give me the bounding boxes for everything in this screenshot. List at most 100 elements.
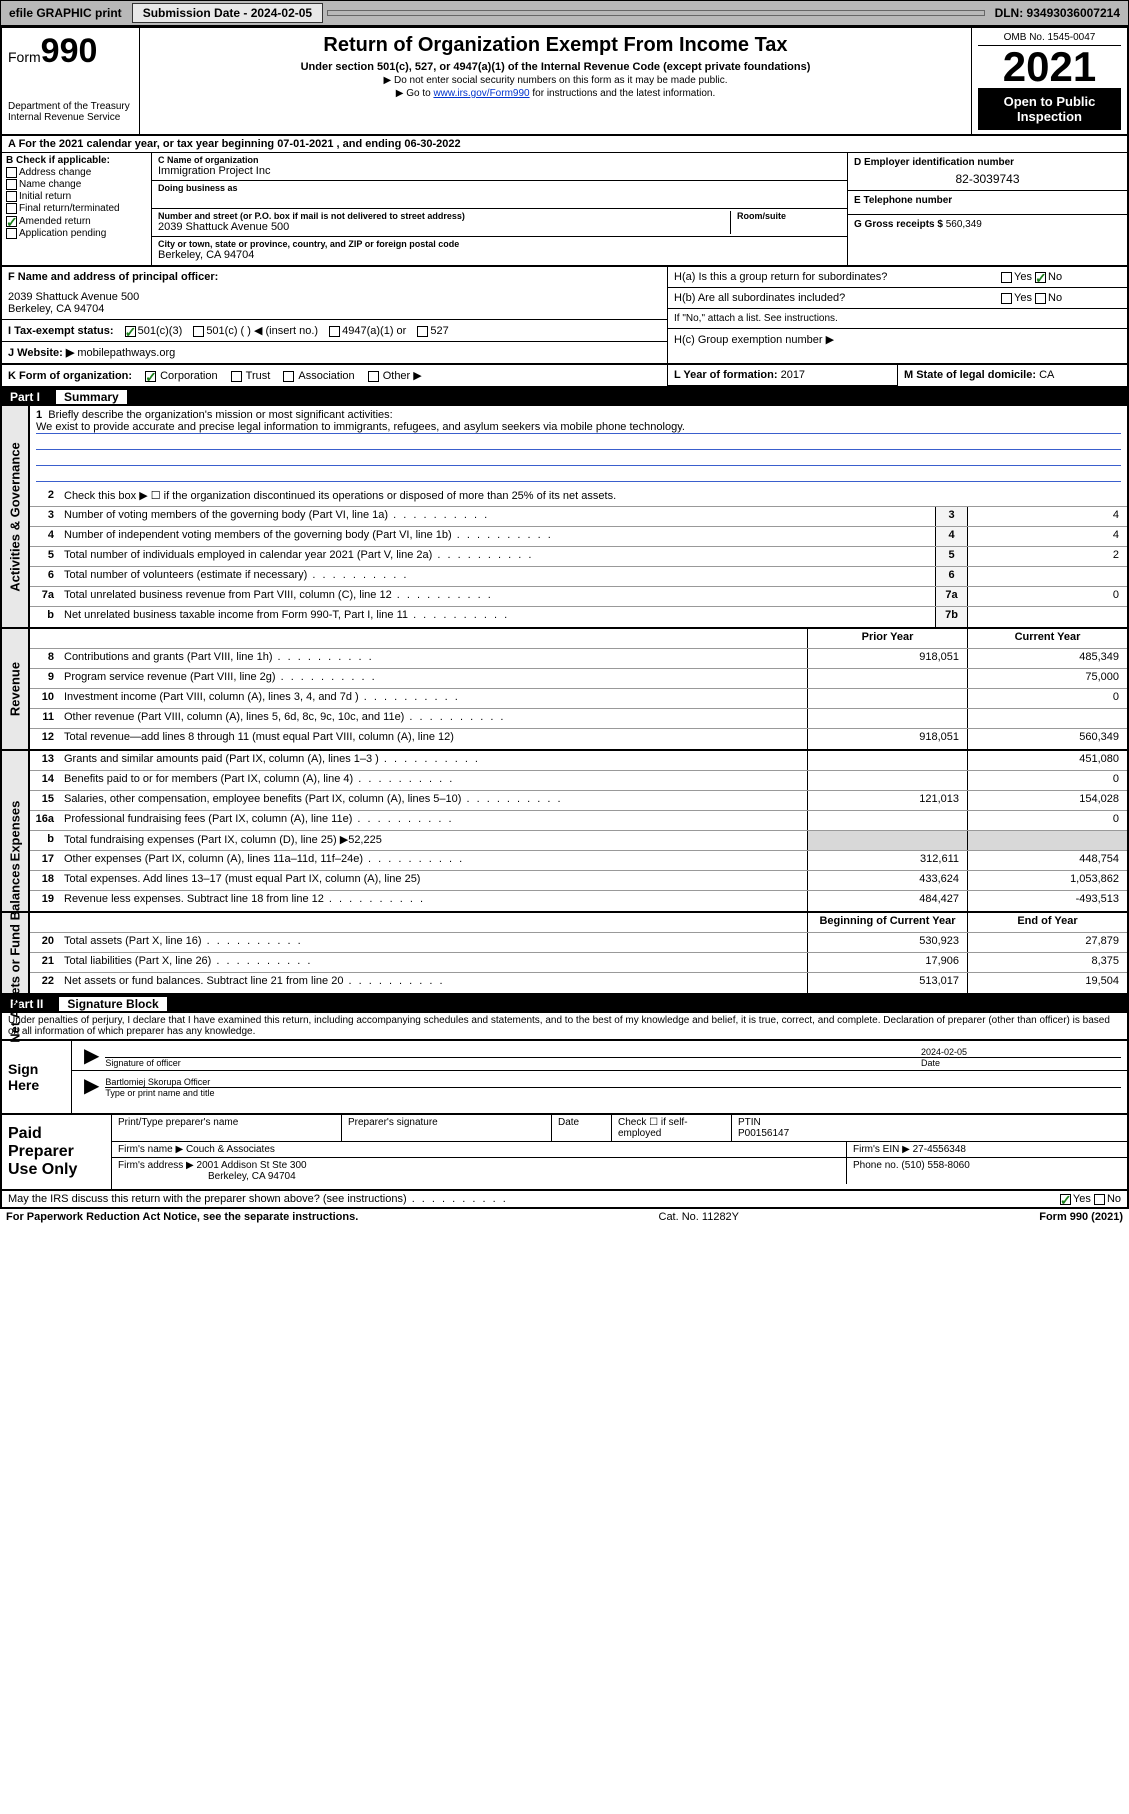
org-name: Immigration Project Inc (158, 165, 841, 177)
l14-cy: 0 (967, 771, 1127, 790)
preparer-block: Paid Preparer Use Only Print/Type prepar… (0, 1115, 1129, 1191)
l18-py: 433,624 (807, 871, 967, 890)
chk-name-change[interactable]: Name change (6, 179, 147, 190)
l10-py (807, 689, 967, 708)
line-j: J Website: ▶ mobilepathways.org (2, 342, 667, 363)
firm-addr2: Berkeley, CA 94704 (208, 1171, 296, 1182)
chk-ha-no[interactable] (1035, 272, 1046, 283)
l9-py (807, 669, 967, 688)
line-hc: H(c) Group exemption number ▶ (668, 329, 1127, 350)
l16a-cy: 0 (967, 811, 1127, 830)
top-bar: efile GRAPHIC print Submission Date - 20… (0, 0, 1129, 26)
val-4: 4 (967, 527, 1127, 546)
form-subtitle-2: ▶ Do not enter social security numbers o… (146, 75, 965, 86)
chk-initial-return[interactable]: Initial return (6, 191, 147, 202)
chk-amended-return[interactable]: Amended return (6, 216, 147, 227)
chk-527[interactable] (417, 326, 428, 337)
l13-py (807, 751, 967, 770)
chk-trust[interactable] (231, 371, 242, 382)
blank-button (327, 10, 984, 16)
gross-receipts: 560,349 (946, 219, 982, 230)
val-5: 2 (967, 547, 1127, 566)
l21-b: 17,906 (807, 953, 967, 972)
section-b: B Check if applicable: Address change Na… (2, 153, 152, 265)
sidebar-revenue: Revenue (2, 629, 30, 749)
l8-cy: 485,349 (967, 649, 1127, 668)
arrow-icon: ▶ (78, 1073, 105, 1098)
page-footer: For Paperwork Reduction Act Notice, see … (0, 1209, 1129, 1225)
l21-e: 8,375 (967, 953, 1127, 972)
ptin-value: P00156147 (738, 1128, 789, 1139)
irs-discuss-row: May the IRS discuss this return with the… (0, 1191, 1129, 1209)
chk-irs-no[interactable] (1094, 1194, 1105, 1205)
sign-date: 2024-02-05 (921, 1047, 1121, 1057)
form-title: Return of Organization Exempt From Incom… (146, 34, 965, 57)
dept-label: Department of the Treasury (8, 101, 133, 112)
line-2: Check this box ▶ ☐ if the organization d… (60, 487, 1127, 506)
firm-addr1: 2001 Addison St Ste 300 (197, 1160, 307, 1171)
dln-label: DLN: 93493036007214 (987, 4, 1128, 22)
val-7b (967, 607, 1127, 627)
chk-irs-yes[interactable] (1060, 1194, 1071, 1205)
l14-py (807, 771, 967, 790)
room-suite-label: Room/suite (731, 211, 841, 234)
arrow-icon: ▶ (78, 1043, 105, 1068)
sidebar-netassets: Net Assets or Fund Balances (2, 913, 30, 993)
mission-text: We exist to provide accurate and precise… (36, 421, 1121, 434)
l11-py (807, 709, 967, 728)
l9-cy: 75,000 (967, 669, 1127, 688)
entity-block: B Check if applicable: Address change Na… (0, 153, 1129, 267)
line-1: 1 Briefly describe the organization's mi… (30, 406, 1127, 487)
line-k: K Form of organization: Corporation Trus… (2, 365, 667, 386)
chk-501c[interactable] (193, 326, 204, 337)
chk-application-pending[interactable]: Application pending (6, 228, 147, 239)
chk-corp[interactable] (145, 371, 156, 382)
firm-name: Couch & Associates (186, 1144, 275, 1155)
irs-label: Internal Revenue Service (8, 112, 133, 123)
val-3: 4 (967, 507, 1127, 526)
line-hb-note: If "No," attach a list. See instructions… (668, 309, 1127, 329)
chk-ha-yes[interactable] (1001, 272, 1012, 283)
chk-501c3[interactable] (125, 326, 136, 337)
line-f: F Name and address of principal officer:… (2, 267, 667, 320)
l16b-py (807, 831, 967, 850)
val-6 (967, 567, 1127, 586)
chk-assoc[interactable] (283, 371, 294, 382)
line-hb: H(b) Are all subordinates included? Yes … (668, 288, 1127, 309)
street-address: 2039 Shattuck Avenue 500 (158, 221, 724, 233)
l16b-cy (967, 831, 1127, 850)
line-l: L Year of formation: 2017 (668, 365, 898, 386)
l15-py: 121,013 (807, 791, 967, 810)
chk-hb-no[interactable] (1035, 293, 1046, 304)
sidebar-activities: Activities & Governance (2, 406, 30, 627)
chk-hb-yes[interactable] (1001, 293, 1012, 304)
efile-label: efile GRAPHIC print (1, 4, 130, 22)
chk-4947[interactable] (329, 326, 340, 337)
sign-here-label: Sign Here (2, 1041, 72, 1113)
preparer-label: Paid Preparer Use Only (2, 1115, 112, 1189)
l10-cy: 0 (967, 689, 1127, 708)
firm-ein: 27-4556348 (913, 1144, 966, 1155)
part1-header: Part I Summary (0, 388, 1129, 406)
line-ha: H(a) Is this a group return for subordin… (668, 267, 1127, 288)
l15-cy: 154,028 (967, 791, 1127, 810)
l20-e: 27,879 (967, 933, 1127, 952)
chk-final-return[interactable]: Final return/terminated (6, 203, 147, 214)
irs-link[interactable]: www.irs.gov/Form990 (433, 88, 529, 99)
form-header: Form990 Department of the Treasury Inter… (0, 26, 1129, 136)
firm-phone: (510) 558-8060 (901, 1160, 969, 1171)
line-a: A For the 2021 calendar year, or tax yea… (0, 136, 1129, 153)
chk-address-change[interactable]: Address change (6, 167, 147, 178)
part2-header: Part II Signature Block (0, 995, 1129, 1013)
l17-py: 312,611 (807, 851, 967, 870)
chk-other[interactable] (368, 371, 379, 382)
l19-py: 484,427 (807, 891, 967, 911)
val-7a: 0 (967, 587, 1127, 606)
l16a-py (807, 811, 967, 830)
l18-cy: 1,053,862 (967, 871, 1127, 890)
section-c: C Name of organization Immigration Proje… (152, 153, 847, 265)
submission-date-button[interactable]: Submission Date - 2024-02-05 (132, 3, 323, 23)
form-number: Form990 (8, 32, 133, 71)
l12-py: 918,051 (807, 729, 967, 749)
sign-block: Sign Here ▶ Signature of officer 2024-02… (0, 1041, 1129, 1115)
